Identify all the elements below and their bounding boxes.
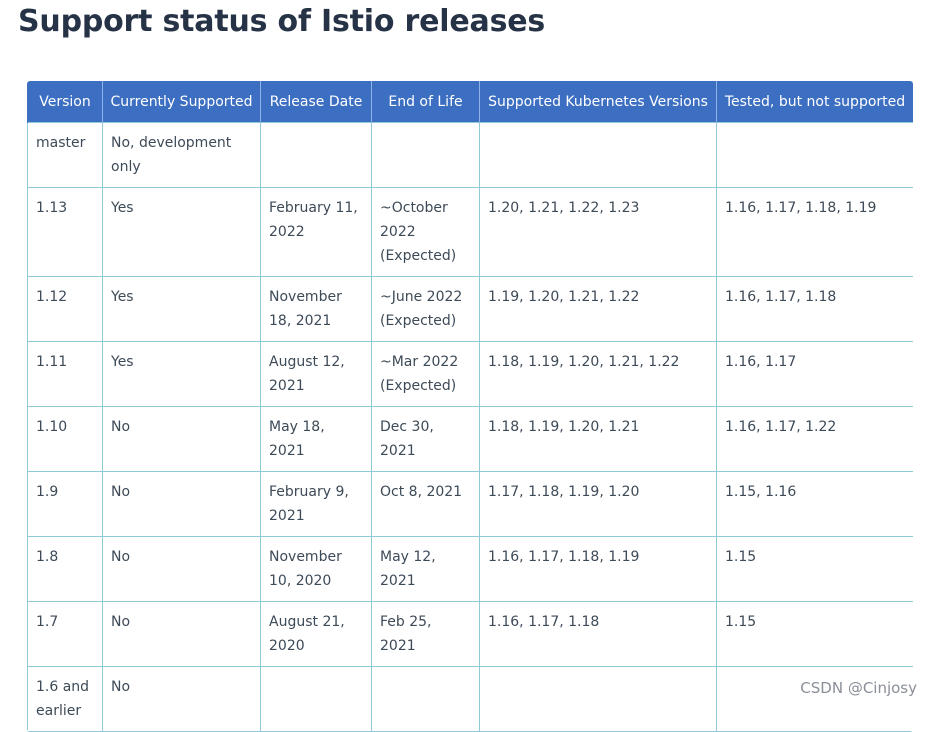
cell-release-date: February 11, 2022 <box>260 187 372 277</box>
cell-tested-not-supported: 1.16, 1.17 <box>716 341 913 407</box>
cell-version: 1.8 <box>27 536 103 602</box>
header-kubernetes-versions: Supported Kubernetes Versions <box>479 81 717 123</box>
header-tested-not-supported: Tested, but not supported <box>716 81 913 123</box>
table-row: 1.6 and earlier No <box>27 666 913 732</box>
cell-kubernetes-versions: 1.20, 1.21, 1.22, 1.23 <box>479 187 717 277</box>
cell-version: 1.12 <box>27 276 103 342</box>
header-end-of-life: End of Life <box>371 81 480 123</box>
cell-kubernetes-versions: 1.16, 1.17, 1.18, 1.19 <box>479 536 717 602</box>
cell-version: 1.7 <box>27 601 103 667</box>
cell-end-of-life: Dec 30, 2021 <box>371 406 480 472</box>
cell-kubernetes-versions <box>479 122 717 188</box>
cell-currently-supported: Yes <box>102 276 261 342</box>
cell-version: 1.11 <box>27 341 103 407</box>
cell-kubernetes-versions: 1.19, 1.20, 1.21, 1.22 <box>479 276 717 342</box>
table-row: 1.13 Yes February 11, 2022 ~October 2022… <box>27 187 913 277</box>
table-row: 1.7 No August 21, 2020 Feb 25, 2021 1.16… <box>27 601 913 667</box>
cell-tested-not-supported: 1.15 <box>716 536 913 602</box>
cell-currently-supported: No <box>102 601 261 667</box>
header-release-date: Release Date <box>260 81 372 123</box>
cell-end-of-life <box>371 122 480 188</box>
cell-kubernetes-versions: 1.16, 1.17, 1.18 <box>479 601 717 667</box>
cell-currently-supported: No <box>102 471 261 537</box>
header-currently-supported: Currently Supported <box>102 81 261 123</box>
cell-tested-not-supported <box>716 122 913 188</box>
cell-end-of-life: ~Mar 2022 (Expected) <box>371 341 480 407</box>
cell-version: 1.10 <box>27 406 103 472</box>
cell-currently-supported: Yes <box>102 341 261 407</box>
cell-kubernetes-versions: 1.18, 1.19, 1.20, 1.21, 1.22 <box>479 341 717 407</box>
table-header: Version Currently Supported Release Date… <box>27 81 913 123</box>
cell-currently-supported: Yes <box>102 187 261 277</box>
cell-tested-not-supported: 1.15, 1.16 <box>716 471 913 537</box>
cell-release-date: February 9, 2021 <box>260 471 372 537</box>
cell-end-of-life <box>371 666 480 732</box>
cell-release-date <box>260 666 372 732</box>
header-row: Version Currently Supported Release Date… <box>27 81 913 123</box>
cell-release-date: August 12, 2021 <box>260 341 372 407</box>
table-body: master No, development only 1.13 Yes Feb… <box>27 122 913 732</box>
cell-version: 1.9 <box>27 471 103 537</box>
cell-tested-not-supported: 1.15 <box>716 601 913 667</box>
cell-tested-not-supported: 1.16, 1.17, 1.22 <box>716 406 913 472</box>
table-row: 1.11 Yes August 12, 2021 ~Mar 2022 (Expe… <box>27 341 913 407</box>
cell-release-date: November 10, 2020 <box>260 536 372 602</box>
releases-table: Version Currently Supported Release Date… <box>27 81 913 732</box>
cell-version: 1.13 <box>27 187 103 277</box>
cell-kubernetes-versions <box>479 666 717 732</box>
header-version: Version <box>27 81 103 123</box>
cell-tested-not-supported: 1.16, 1.17, 1.18, 1.19 <box>716 187 913 277</box>
cell-kubernetes-versions: 1.18, 1.19, 1.20, 1.21 <box>479 406 717 472</box>
cell-currently-supported: No <box>102 666 261 732</box>
releases-table-container: Version Currently Supported Release Date… <box>27 81 913 732</box>
table-row: 1.8 No November 10, 2020 May 12, 2021 1.… <box>27 536 913 602</box>
cell-release-date: November 18, 2021 <box>260 276 372 342</box>
cell-kubernetes-versions: 1.17, 1.18, 1.19, 1.20 <box>479 471 717 537</box>
table-row: master No, development only <box>27 122 913 188</box>
cell-end-of-life: Oct 8, 2021 <box>371 471 480 537</box>
cell-tested-not-supported <box>716 666 913 732</box>
table-row: 1.9 No February 9, 2021 Oct 8, 2021 1.17… <box>27 471 913 537</box>
cell-end-of-life: Feb 25, 2021 <box>371 601 480 667</box>
cell-end-of-life: ~June 2022 (Expected) <box>371 276 480 342</box>
cell-currently-supported: No <box>102 406 261 472</box>
cell-currently-supported: No <box>102 536 261 602</box>
cell-release-date: May 18, 2021 <box>260 406 372 472</box>
cell-end-of-life: May 12, 2021 <box>371 536 480 602</box>
table-row: 1.12 Yes November 18, 2021 ~June 2022 (E… <box>27 276 913 342</box>
cell-tested-not-supported: 1.16, 1.17, 1.18 <box>716 276 913 342</box>
cell-version: master <box>27 122 103 188</box>
cell-version: 1.6 and earlier <box>27 666 103 732</box>
csdn-watermark: CSDN @Cinjosy <box>800 679 917 697</box>
table-row: 1.10 No May 18, 2021 Dec 30, 2021 1.18, … <box>27 406 913 472</box>
cell-release-date: August 21, 2020 <box>260 601 372 667</box>
page-title: Support status of Istio releases <box>18 4 546 39</box>
cell-release-date <box>260 122 372 188</box>
cell-currently-supported: No, development only <box>102 122 261 188</box>
cell-end-of-life: ~October 2022 (Expected) <box>371 187 480 277</box>
